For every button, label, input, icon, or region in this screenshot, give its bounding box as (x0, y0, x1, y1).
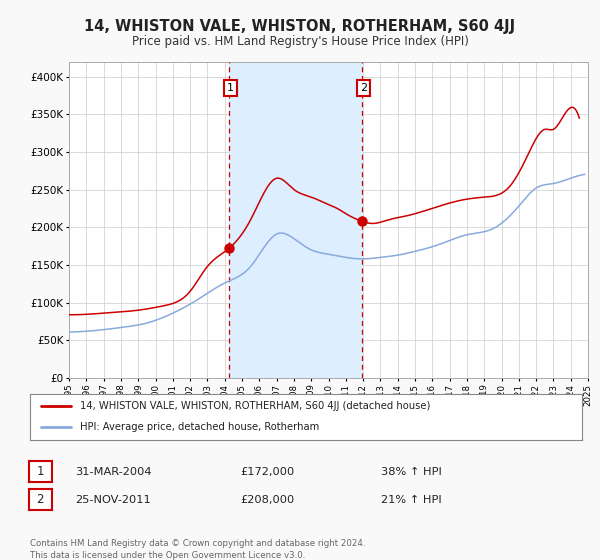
Text: 14, WHISTON VALE, WHISTON, ROTHERHAM, S60 4JJ: 14, WHISTON VALE, WHISTON, ROTHERHAM, S6… (85, 19, 515, 34)
Text: 2: 2 (360, 83, 367, 93)
Text: Price paid vs. HM Land Registry's House Price Index (HPI): Price paid vs. HM Land Registry's House … (131, 35, 469, 48)
Text: Contains HM Land Registry data © Crown copyright and database right 2024.
This d: Contains HM Land Registry data © Crown c… (30, 539, 365, 560)
Bar (229, 62, 362, 378)
Text: 1: 1 (37, 465, 44, 478)
Text: 21% ↑ HPI: 21% ↑ HPI (381, 494, 442, 505)
Text: 31-MAR-2004: 31-MAR-2004 (75, 466, 151, 477)
Text: 25-NOV-2011: 25-NOV-2011 (75, 494, 151, 505)
Text: HPI: Average price, detached house, Rotherham: HPI: Average price, detached house, Roth… (80, 422, 319, 432)
Text: 2: 2 (37, 493, 44, 506)
Text: 1: 1 (227, 83, 234, 93)
Text: 14, WHISTON VALE, WHISTON, ROTHERHAM, S60 4JJ (detached house): 14, WHISTON VALE, WHISTON, ROTHERHAM, S6… (80, 401, 430, 411)
Text: £172,000: £172,000 (240, 466, 294, 477)
Text: £208,000: £208,000 (240, 494, 294, 505)
Text: 38% ↑ HPI: 38% ↑ HPI (381, 466, 442, 477)
